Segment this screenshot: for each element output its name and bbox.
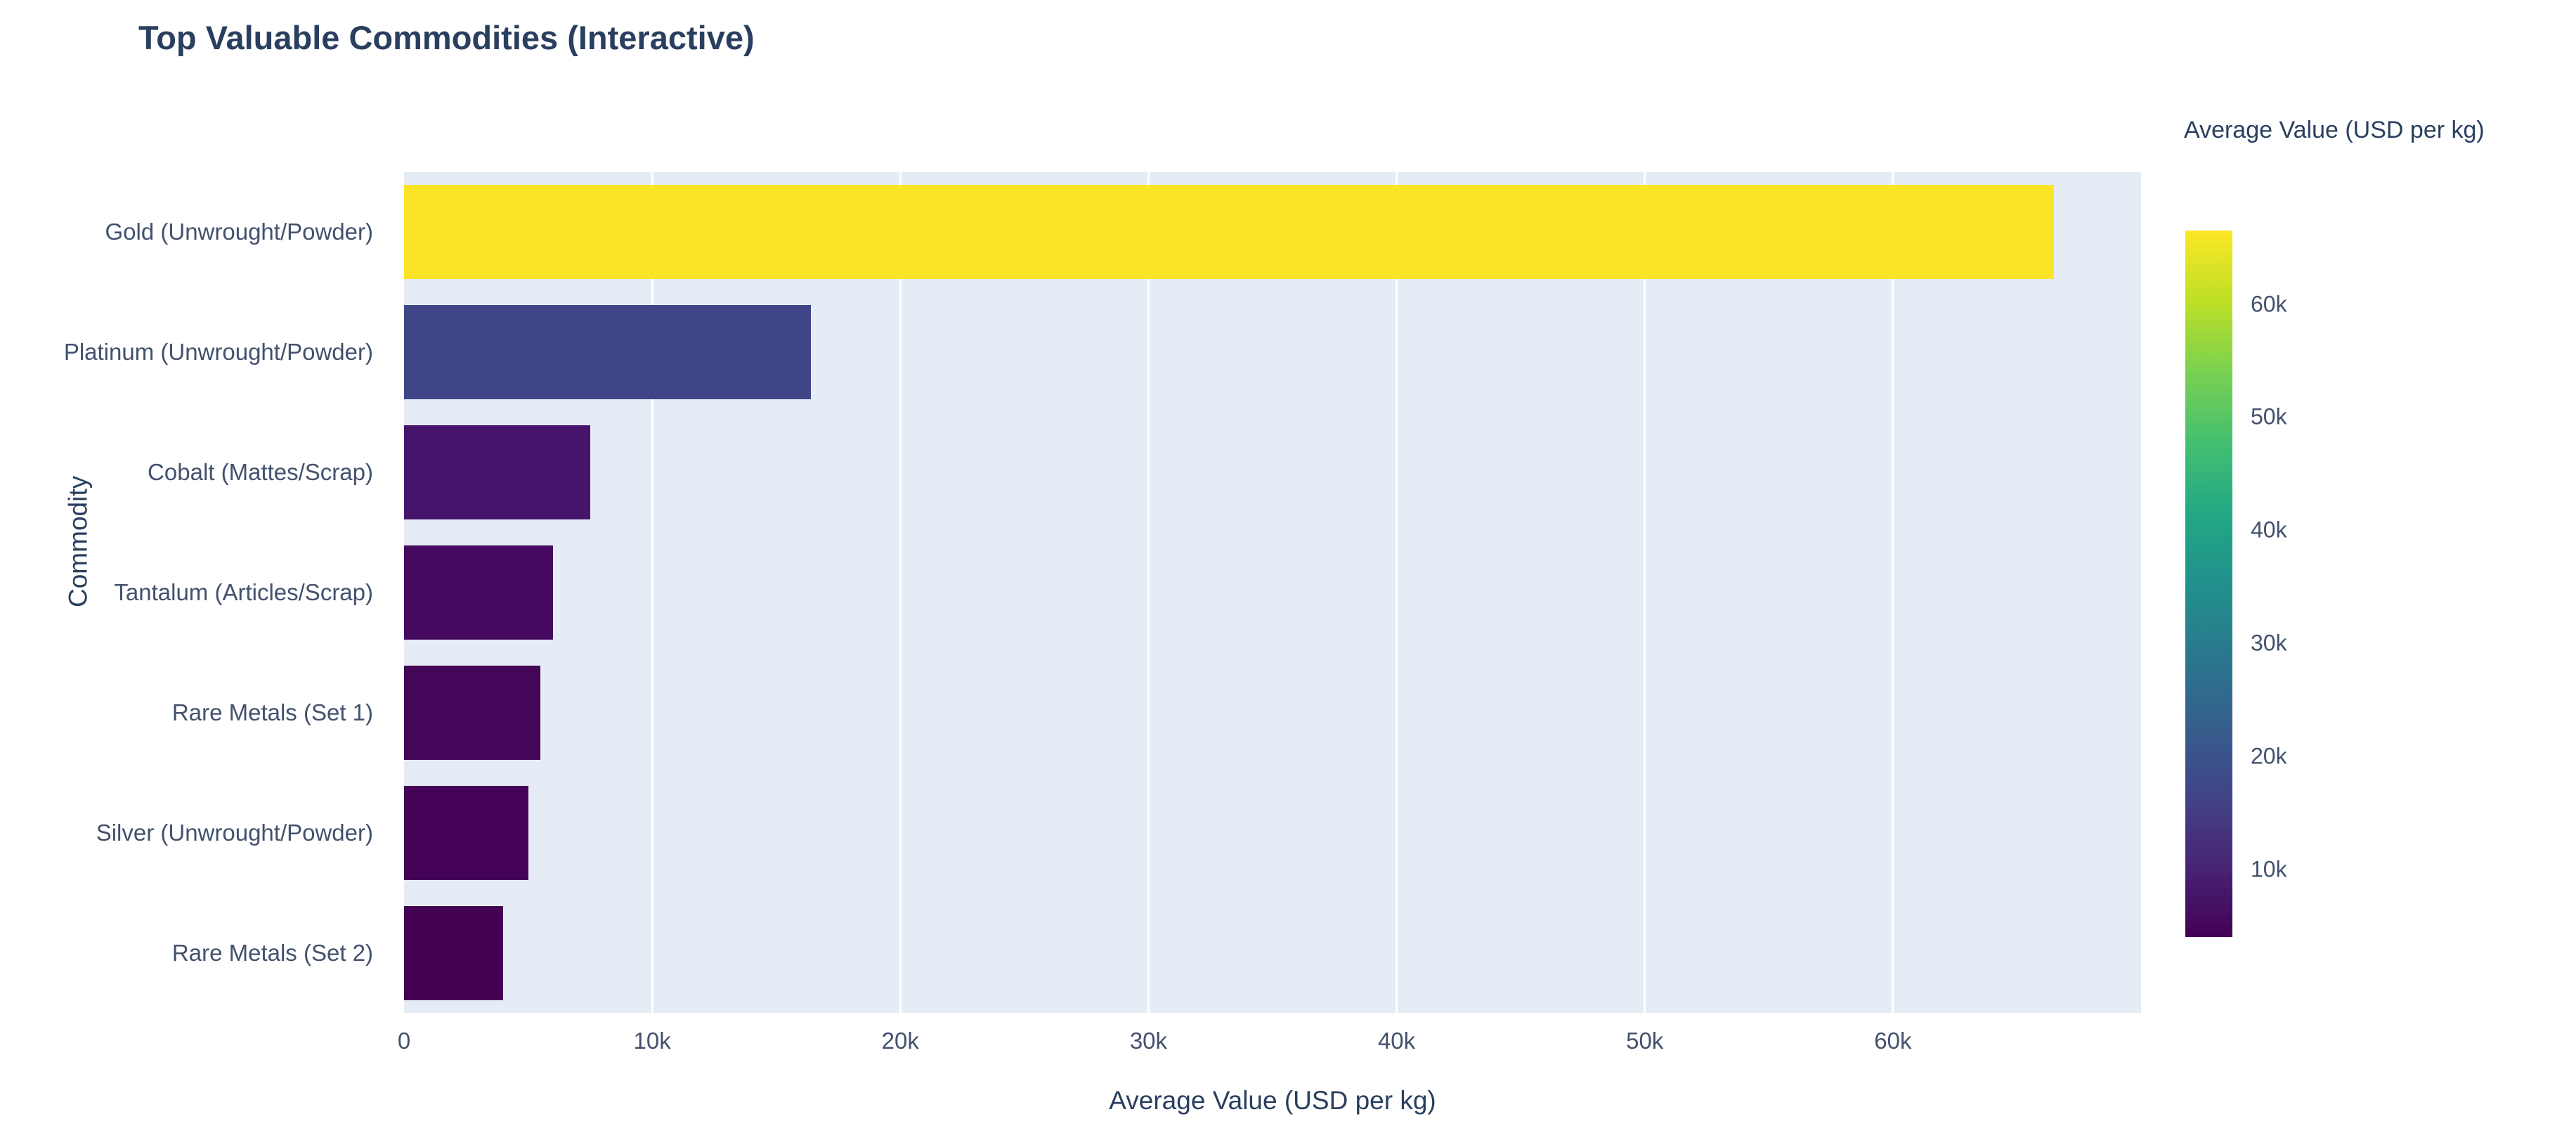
y-axis-labels: Gold (Unwrought/Powder) Platinum (Unwroug… — [0, 172, 389, 1013]
colorbar-tick-label: 50k — [2251, 403, 2287, 429]
category-label: Gold (Unwrought/Powder) — [105, 219, 374, 245]
bar[interactable] — [404, 665, 541, 760]
bar[interactable] — [404, 785, 528, 880]
colorbar-ticks: 10k 20k 30k 40k 50k 60k — [2251, 231, 2349, 937]
bar[interactable] — [404, 905, 504, 1000]
colorbar-gradient — [2185, 231, 2232, 937]
bar[interactable] — [404, 425, 590, 520]
gridline — [1396, 172, 1398, 1013]
category-label: Cobalt (Mattes/Scrap) — [148, 459, 373, 486]
y-axis-title: Commodity — [63, 475, 93, 607]
x-axis-title: Average Value (USD per kg) — [1109, 1086, 1436, 1115]
x-tick-label: 60k — [1874, 1028, 1912, 1054]
x-tick-label: 50k — [1626, 1028, 1664, 1054]
x-tick-label: 40k — [1377, 1028, 1416, 1054]
colorbar-tick-label: 30k — [2251, 630, 2287, 656]
plot-area — [404, 172, 2141, 1013]
category-label: Silver (Unwrought/Powder) — [96, 819, 373, 846]
gridline — [651, 172, 653, 1013]
gridline — [1644, 172, 1646, 1013]
category-label: Tantalum (Articles/Scrap) — [114, 579, 373, 605]
colorbar-tick-label: 40k — [2251, 517, 2287, 543]
category-label: Platinum (Unwrought/Powder) — [63, 339, 373, 366]
chart-title: Top Valuable Commodities (Interactive) — [138, 19, 755, 56]
category-label: Rare Metals (Set 1) — [171, 699, 373, 725]
colorbar-title: Average Value (USD per kg) — [2184, 117, 2485, 143]
bar[interactable] — [404, 545, 553, 640]
gridline — [1892, 172, 1894, 1013]
x-tick-label: 10k — [633, 1028, 671, 1054]
colorbar-tick-label: 60k — [2251, 291, 2287, 317]
x-tick-label: 30k — [1129, 1028, 1168, 1054]
colorbar-tick-label: 20k — [2251, 743, 2287, 769]
gridline — [899, 172, 902, 1013]
gridline — [1147, 172, 1150, 1013]
x-tick-label: 20k — [881, 1028, 919, 1054]
x-tick-label: 0 — [397, 1028, 411, 1054]
category-label: Rare Metals (Set 2) — [171, 939, 373, 966]
x-axis-ticks: 0 10k 20k 30k 40k 50k 60k — [398, 1028, 2141, 1063]
bar[interactable] — [404, 305, 812, 400]
bar[interactable] — [404, 185, 2055, 280]
colorbar-tick-label: 10k — [2251, 856, 2287, 882]
